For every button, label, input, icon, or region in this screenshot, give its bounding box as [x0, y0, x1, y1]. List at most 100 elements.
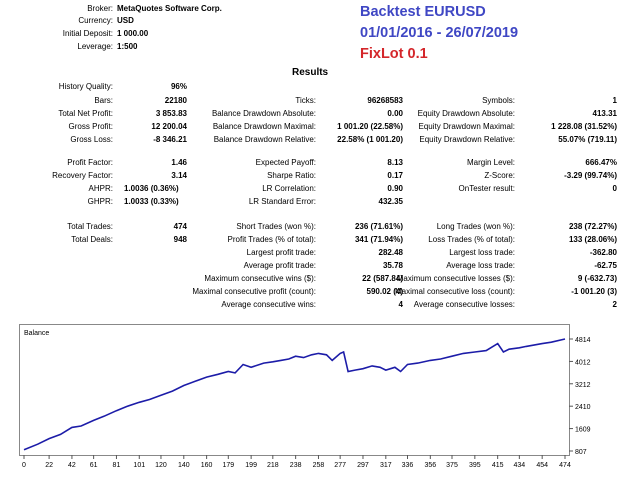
- gross-loss-label: Gross Loss:: [70, 135, 113, 144]
- eq-dd-abs-label: Equity Drawdown Absolute:: [417, 109, 515, 118]
- ontester-value: 0: [612, 184, 617, 193]
- history-quality-label: History Quality:: [58, 82, 113, 91]
- y-tick-label: 4814: [575, 337, 591, 344]
- profit-trades-label: Profit Trades (% of total):: [227, 235, 316, 244]
- avg-loss-value: -62.75: [594, 261, 617, 270]
- ghpr-value: 1.0033 (0.33%): [124, 197, 179, 206]
- max-cons-wins-label: Maximum consecutive wins ($):: [204, 274, 316, 283]
- total-deals-label: Total Deals:: [71, 235, 113, 244]
- x-tick-label: 140: [178, 462, 190, 469]
- results-title: Results: [292, 67, 329, 78]
- bal-dd-abs-value: 0.00: [387, 109, 403, 118]
- ahpr-value: 1.0036 (0.36%): [124, 184, 179, 193]
- bars-label: Bars:: [94, 96, 113, 105]
- ghpr-label: GHPR:: [87, 197, 113, 206]
- ahpr-label: AHPR:: [88, 184, 113, 193]
- gross-loss-value: -8 346.21: [153, 135, 187, 144]
- eq-dd-rel-label: Equity Drawdown Relative:: [419, 135, 515, 144]
- avg-loss-label: Average loss trade:: [446, 261, 515, 270]
- maximal-cons-loss-value: -1 001.20 (3): [571, 287, 617, 296]
- bars-value: 22180: [164, 96, 187, 105]
- expected-payoff-label: Expected Payoff:: [255, 158, 316, 167]
- balance-chart-svg: Balance: [23, 330, 566, 451]
- sharpe-label: Sharpe Ratio:: [267, 171, 316, 180]
- x-tick-label: 356: [424, 462, 436, 469]
- bal-dd-abs-label: Balance Drawdown Absolute:: [211, 109, 316, 118]
- banner-title: Backtest EURUSD: [360, 4, 486, 20]
- total-trades-value: 474: [173, 222, 187, 231]
- zscore-label: Z-Score:: [484, 171, 515, 180]
- ontester-label: OnTester result:: [458, 184, 515, 193]
- y-tick-label: 2410: [575, 404, 591, 411]
- total-trades-label: Total Trades:: [67, 222, 113, 231]
- y-tick-label: 807: [575, 449, 587, 456]
- x-tick-label: 454: [536, 462, 548, 469]
- y-tick-label: 4012: [575, 359, 591, 366]
- sharpe-value: 0.17: [387, 171, 403, 180]
- profit-factor-value: 1.46: [171, 158, 187, 167]
- x-tick-label: 375: [446, 462, 458, 469]
- ticks-label: Ticks:: [295, 96, 316, 105]
- ticks-value: 96268583: [367, 96, 403, 105]
- x-tick-label: 101: [133, 462, 145, 469]
- gross-profit-label: Gross Profit:: [68, 122, 113, 131]
- x-tick-label: 22: [45, 462, 53, 469]
- long-trades-label: Long Trades (won %):: [436, 222, 515, 231]
- deposit-value: 1 000.00: [117, 29, 149, 38]
- x-tick-label: 42: [68, 462, 76, 469]
- short-trades-label: Short Trades (won %):: [236, 222, 316, 231]
- loss-trades-label: Loss Trades (% of total):: [428, 235, 515, 244]
- maximal-cons-profit-value: 590.02 (4): [366, 287, 403, 296]
- balance-line: [23, 338, 566, 451]
- broker-value: MetaQuotes Software Corp.: [117, 4, 222, 13]
- x-tick-label: 0: [22, 462, 26, 469]
- largest-profit-label: Largest profit trade:: [246, 248, 316, 257]
- loss-trades-value: 133 (28.06%): [568, 235, 617, 244]
- x-tick-label: 474: [559, 462, 571, 469]
- y-tick-label: 3212: [575, 382, 591, 389]
- avg-cons-losses-label: Average consecutive losses:: [413, 300, 515, 309]
- margin-level-label: Margin Level:: [466, 158, 515, 167]
- short-trades-value: 236 (71.61%): [354, 222, 403, 231]
- balance-chart: Balance: [19, 324, 570, 456]
- net-profit-label: Total Net Profit:: [58, 109, 113, 118]
- lr-corr-value: 0.90: [387, 184, 403, 193]
- profit-trades-value: 341 (71.94%): [354, 235, 403, 244]
- margin-level-value: 666.47%: [585, 158, 617, 167]
- eq-dd-abs-value: 413.31: [592, 109, 617, 118]
- banner-dates: 01/01/2016 - 26/07/2019: [360, 25, 519, 41]
- y-tick-label: 1609: [575, 427, 591, 434]
- bal-dd-rel-value: 22.58% (1 001.20): [337, 135, 403, 144]
- eq-dd-max-value: 1 228.08 (31.52%): [551, 122, 617, 131]
- x-tick-label: 297: [357, 462, 369, 469]
- gross-profit-value: 12 200.04: [151, 122, 187, 131]
- banner-lot: FixLot 0.1: [360, 46, 428, 62]
- leverage-value: 1:500: [117, 42, 138, 51]
- maximal-cons-profit-label: Maximal consecutive profit (count):: [192, 287, 316, 296]
- symbols-value: 1: [612, 96, 617, 105]
- avg-profit-label: Average profit trade:: [243, 261, 316, 270]
- history-quality-value: 96%: [170, 82, 187, 91]
- largest-profit-value: 282.48: [378, 248, 403, 257]
- zscore-value: -3.29 (99.74%): [564, 171, 617, 180]
- chart-title: Balance: [24, 330, 49, 337]
- largest-loss-label: Largest loss trade:: [449, 248, 515, 257]
- avg-profit-value: 35.78: [382, 261, 403, 270]
- recovery-factor-value: 3.14: [171, 171, 187, 180]
- x-tick-label: 277: [334, 462, 346, 469]
- avg-cons-losses-value: 2: [612, 300, 617, 309]
- broker-label: Broker:: [87, 4, 113, 13]
- profit-factor-label: Profit Factor:: [67, 158, 113, 167]
- x-tick-label: 179: [222, 462, 234, 469]
- lr-std-label: LR Standard Error:: [248, 197, 316, 206]
- eq-dd-max-label: Equity Drawdown Maximal:: [418, 122, 515, 131]
- x-tick-label: 258: [313, 462, 325, 469]
- x-tick-label: 415: [492, 462, 504, 469]
- eq-dd-rel-value: 55.07% (719.11): [558, 135, 617, 144]
- x-tick-label: 317: [380, 462, 392, 469]
- bal-dd-max-label: Balance Drawdown Maximal:: [212, 122, 316, 131]
- x-tick-label: 395: [469, 462, 481, 469]
- max-cons-wins-value: 22 (587.84): [362, 274, 403, 283]
- lr-corr-label: LR Correlation:: [262, 184, 316, 193]
- x-tick-label: 238: [290, 462, 302, 469]
